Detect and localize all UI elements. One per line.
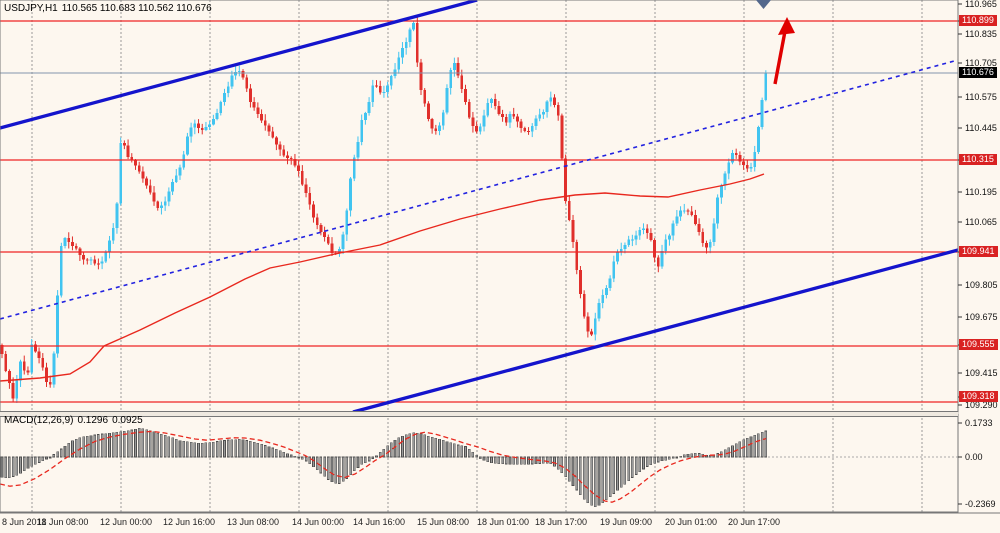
price-tick-label: 110.065 [965, 217, 997, 227]
macd-pane[interactable] [0, 414, 958, 512]
price-tick-label: 110.705 [965, 58, 997, 68]
level-price-label: 110.899 [959, 15, 997, 26]
time-tick-label: 11 Jun 08:00 [37, 517, 89, 527]
macd-tick-label: 0.00 [965, 452, 983, 462]
pane-divider[interactable] [0, 411, 958, 417]
price-tick-label: 109.675 [965, 312, 998, 322]
current-price-label: 110.676 [959, 67, 997, 78]
time-tick-label: 12 Jun 00:00 [100, 517, 153, 527]
time-tick-label: 20 Jun 17:00 [728, 517, 781, 527]
macd-indicator-label: MACD(12,26,9) 0.1296 0.0925 [4, 415, 147, 426]
level-price-label: 109.318 [959, 391, 998, 402]
macd-name: MACD(12,26,9) [4, 415, 74, 426]
price-tick-label: 109.290 [965, 400, 998, 410]
macd-main-value: 0.1296 [77, 415, 109, 426]
price-tick-label: 110.835 [965, 29, 997, 39]
price-tick-label: 109.805 [965, 280, 998, 290]
buy-arrow[interactable] [768, 12, 798, 92]
price-tick-label: 109.415 [965, 368, 998, 378]
marker-arrow-down-icon[interactable] [755, 0, 773, 10]
price-tick-label: 110.445 [965, 123, 997, 133]
time-tick-label: 20 Jun 01:00 [665, 517, 718, 527]
time-tick-label: 14 Jun 00:00 [292, 517, 345, 527]
macd-tick-label: -0.2369 [965, 499, 996, 509]
macd-tick-label: 0.1733 [965, 418, 993, 428]
symbol-timeframe-label: USDJPY,H1 [4, 3, 58, 14]
time-tick-label: 18 Jun 17:00 [535, 517, 588, 527]
time-tick-label: 8 Jun 2018 [2, 517, 47, 527]
price-tick-label: 110.195 [965, 187, 997, 197]
main-price-pane[interactable] [0, 0, 958, 412]
time-tick-label: 14 Jun 16:00 [353, 517, 406, 527]
time-tick-label: 13 Jun 08:00 [227, 517, 280, 527]
time-tick-label: 12 Jun 16:00 [163, 517, 216, 527]
macd-signal-value: 0.0925 [112, 415, 143, 426]
ohlc-values: 110.565 110.683 110.562 110.676 [61, 3, 212, 14]
level-price-label: 109.555 [959, 339, 998, 350]
price-tick-label: 110.965 [965, 0, 997, 9]
level-price-label: 110.315 [959, 154, 997, 165]
level-price-label: 109.941 [959, 246, 998, 257]
chart-title: USDJPY,H1 110.565 110.683 110.562 110.676 [4, 3, 216, 14]
price-tick-label: 110.575 [965, 92, 997, 102]
time-tick-label: 15 Jun 08:00 [417, 517, 470, 527]
time-tick-label: 19 Jun 09:00 [600, 517, 653, 527]
time-tick-label: 18 Jun 01:00 [477, 517, 530, 527]
